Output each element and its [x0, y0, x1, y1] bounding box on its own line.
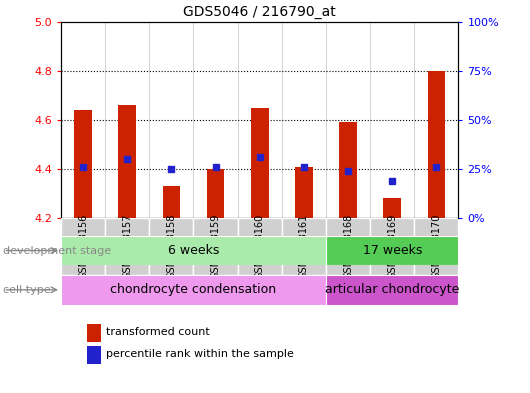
Text: articular chondrocyte: articular chondrocyte — [325, 283, 460, 296]
Text: GSM1253158: GSM1253158 — [166, 214, 176, 279]
Bar — [251, 108, 269, 218]
Text: chondrocyte condensation: chondrocyte condensation — [110, 283, 277, 296]
Bar — [326, 236, 458, 265]
Text: cell type: cell type — [3, 285, 50, 295]
Text: development stage: development stage — [3, 246, 111, 255]
Bar — [207, 169, 224, 218]
Bar — [149, 218, 193, 275]
Bar — [326, 275, 458, 305]
Bar — [326, 218, 370, 275]
Text: GSM1253159: GSM1253159 — [210, 214, 220, 279]
Text: percentile rank within the sample: percentile rank within the sample — [106, 349, 294, 359]
Bar — [428, 71, 445, 218]
Bar — [61, 218, 105, 275]
Title: GDS5046 / 216790_at: GDS5046 / 216790_at — [183, 5, 336, 19]
Bar — [74, 110, 92, 218]
Text: 6 weeks: 6 weeks — [168, 244, 219, 257]
Text: GSM1253170: GSM1253170 — [431, 214, 441, 279]
Text: GSM1253156: GSM1253156 — [78, 214, 88, 279]
Bar — [61, 236, 326, 265]
Text: GSM1253161: GSM1253161 — [299, 214, 309, 279]
Bar — [61, 275, 326, 305]
Text: GSM1253157: GSM1253157 — [122, 214, 132, 279]
Bar — [237, 218, 282, 275]
Text: GSM1253160: GSM1253160 — [255, 214, 264, 279]
Text: GSM1253169: GSM1253169 — [387, 214, 397, 279]
Bar — [295, 167, 313, 218]
Bar — [339, 122, 357, 218]
Text: 17 weeks: 17 weeks — [363, 244, 422, 257]
Text: GSM1253168: GSM1253168 — [343, 214, 353, 279]
Bar — [118, 105, 136, 218]
Bar — [163, 186, 180, 218]
Bar — [282, 218, 326, 275]
Bar — [105, 218, 149, 275]
Bar — [383, 198, 401, 218]
Text: transformed count: transformed count — [106, 327, 210, 337]
Bar — [370, 218, 414, 275]
Bar — [193, 218, 237, 275]
Bar — [414, 218, 458, 275]
